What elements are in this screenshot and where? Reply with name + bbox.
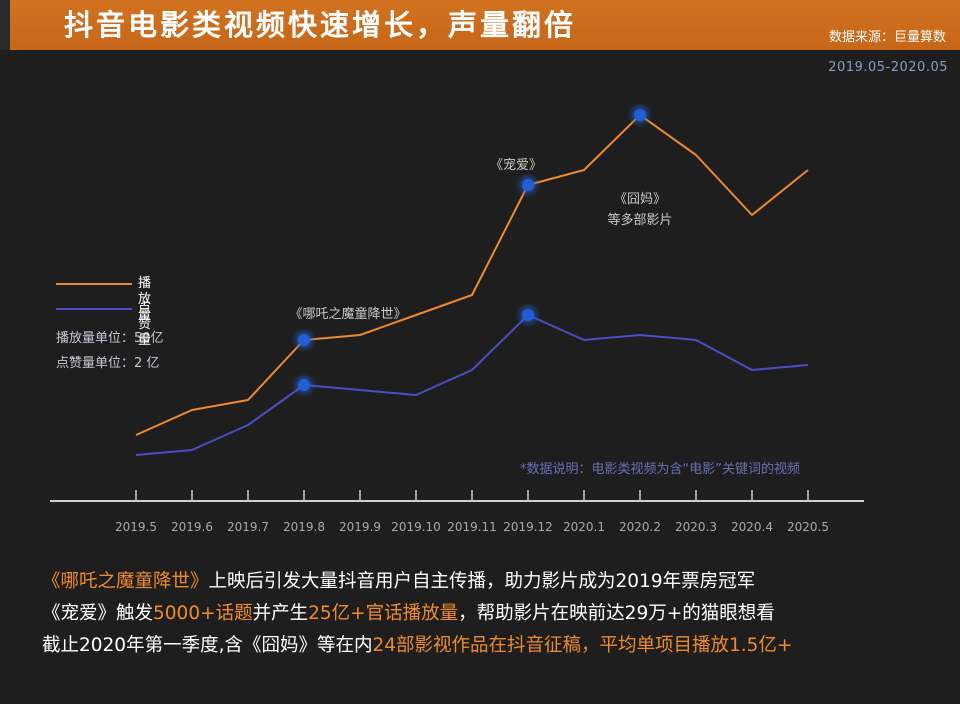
header-accent [0,0,10,50]
summary-text-segment: 《宠爱》触发 [42,603,154,624]
data-point-marker [522,309,534,321]
x-tick-label: 2019.7 [227,520,269,534]
data-source: 数据来源：巨量算数 [828,30,946,45]
x-tick-label: 2019.5 [115,520,157,534]
summary-text-segment: 上映后引发大量抖音用户自主传播，助力影片成为2019年票房冠军 [208,571,756,592]
x-tick-label: 2020.3 [675,520,717,534]
legend-item-play: 播放量 [56,276,164,323]
series-line-like [135,314,809,456]
summary-text-segment: 截止2020年第一季度,含《囧妈》等在内 [42,635,373,656]
chart-annotation: 《宠爱》 [490,157,542,173]
legend-item-like: 点赞量 [56,301,164,348]
play-unit-note: 播放量单位：50亿 [56,331,164,346]
x-tick-label: 2020.1 [563,520,605,534]
line-chart: 2019.5 2019.6 2019.7 2019.8 2019.9 2019.10 201… [50,102,864,534]
x-tick-label: 2020.4 [731,520,773,534]
data-point-marker [634,109,646,121]
series-line-play [135,114,809,436]
chart-annotation: 《囧妈》 [614,192,666,207]
summary-line: 《哪吒之魔童降世》上映后引发大量抖音用户自主传播，助力影片成为2019年票房冠军 [42,566,942,598]
legend-swatch-play [56,283,132,285]
like-unit-note: 点赞量单位：2 亿 [56,356,160,371]
summary-text: 《哪吒之魔童降世》上映后引发大量抖音用户自主传播，助力影片成为2019年票房冠军… [42,566,942,662]
summary-line: 截止2020年第一季度,含《囧妈》等在内24部影视作品在抖音征稿，平均单项目播放… [42,630,942,662]
x-tick-label: 2019.10 [391,520,441,534]
legend-swatch-like [56,308,132,310]
x-tick-label: 2019.9 [339,520,381,534]
x-tick-label: 2020.5 [787,520,829,534]
header-bar: 抖音电影类视频快速增长，声量翻倍 数据来源：巨量算数 [0,0,960,50]
highlight-text: 《哪吒之魔童降世》 [42,571,209,592]
legend-label-like: 点赞量 [138,301,152,348]
data-point-marker [298,379,310,391]
summary-line: 《宠爱》触发5000+话题并产生25亿+官话播放量，帮助影片在映前达29万+的猫… [42,598,942,630]
data-point-marker [298,334,310,346]
highlight-text: 24部影视作品在抖音征稿，平均单项目播放1.5亿+ [372,635,793,656]
x-tick-label: 2019.6 [171,520,213,534]
legend-label-play: 播放量 [138,276,152,323]
x-tick-label: 2019.12 [503,520,553,534]
x-tick-label: 2020.2 [619,520,661,534]
data-note: *数据说明：电影类视频为含“电影”关键词的视频 [520,462,800,477]
highlight-text: 5000+话题 [153,603,253,624]
page-title: 抖音电影类视频快速增长，声量翻倍 [64,8,577,42]
x-tick-label: 2019.8 [283,520,325,534]
x-tick-label: 2019.11 [447,520,497,534]
summary-text-segment: 并产生 [252,603,309,624]
chart-annotation: 《哪吒之魔童降世》 [289,306,406,322]
chart-annotation: 等多部影片 [607,212,672,228]
data-point-marker [522,179,534,191]
chart-legend: 播放量 点赞量 播放量单位：50亿 点赞量单位：2 亿 [56,276,164,376]
highlight-text: 25亿+官话播放量 [308,603,459,624]
date-range: 2019.05-2020.05 [828,60,948,75]
summary-text-segment: ，帮助影片在映前达29万+的猫眼想看 [458,603,775,624]
